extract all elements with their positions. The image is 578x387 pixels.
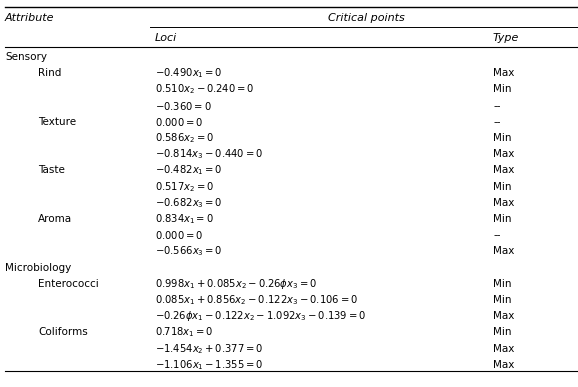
Text: Critical points: Critical points	[328, 13, 405, 23]
Text: Type: Type	[493, 33, 520, 43]
Text: $0.085x_1 + 0.856x_2 - 0.122x_3 - 0.106 = 0$: $0.085x_1 + 0.856x_2 - 0.122x_3 - 0.106 …	[155, 293, 358, 307]
Text: Coliforms: Coliforms	[38, 327, 88, 337]
Text: $0.000 = 0$: $0.000 = 0$	[155, 116, 203, 128]
Text: --: --	[493, 101, 501, 111]
Text: Max: Max	[493, 344, 514, 354]
Text: Min: Min	[493, 182, 512, 192]
Text: Min: Min	[493, 327, 512, 337]
Text: Min: Min	[493, 214, 512, 224]
Text: $0.718x_1 = 0$: $0.718x_1 = 0$	[155, 325, 213, 339]
Text: Max: Max	[493, 166, 514, 175]
Text: Min: Min	[493, 295, 512, 305]
Text: --: --	[493, 117, 501, 127]
Text: $-1.454x_2 + 0.377 = 0$: $-1.454x_2 + 0.377 = 0$	[155, 342, 264, 356]
Text: Microbiology: Microbiology	[5, 263, 71, 273]
Text: Loci: Loci	[155, 33, 177, 43]
Text: Max: Max	[493, 311, 514, 321]
Text: $-0.814x_3 - 0.440 = 0$: $-0.814x_3 - 0.440 = 0$	[155, 147, 263, 161]
Text: $-1.106x_1 - 1.355 = 0$: $-1.106x_1 - 1.355 = 0$	[155, 358, 264, 372]
Text: Max: Max	[493, 68, 514, 78]
Text: Enterococci: Enterococci	[38, 279, 99, 289]
Text: --: --	[493, 230, 501, 240]
Text: Texture: Texture	[38, 117, 76, 127]
Text: Rind: Rind	[38, 68, 61, 78]
Text: Aroma: Aroma	[38, 214, 72, 224]
Text: Taste: Taste	[38, 166, 65, 175]
Text: $0.510x_2 - 0.240 = 0$: $0.510x_2 - 0.240 = 0$	[155, 82, 254, 96]
Text: $0.517x_2 = 0$: $0.517x_2 = 0$	[155, 180, 214, 194]
Text: Min: Min	[493, 279, 512, 289]
Text: $-0.682x_3 = 0$: $-0.682x_3 = 0$	[155, 196, 223, 210]
Text: $0.834x_1 = 0$: $0.834x_1 = 0$	[155, 212, 214, 226]
Text: $0.000 = 0$: $0.000 = 0$	[155, 229, 203, 241]
Text: $-0.482x_1 = 0$: $-0.482x_1 = 0$	[155, 164, 223, 177]
Text: Min: Min	[493, 84, 512, 94]
Text: Attribute: Attribute	[5, 13, 54, 23]
Text: $-0.26\phi x_1 - 0.122x_2 - 1.092x_3 - 0.139 = 0$: $-0.26\phi x_1 - 0.122x_2 - 1.092x_3 - 0…	[155, 309, 366, 323]
Text: $0.998x_1 + 0.085x_2 - 0.26\phi x_3 = 0$: $0.998x_1 + 0.085x_2 - 0.26\phi x_3 = 0$	[155, 277, 317, 291]
Text: Max: Max	[493, 149, 514, 159]
Text: Sensory: Sensory	[5, 52, 47, 62]
Text: Max: Max	[493, 247, 514, 257]
Text: $-0.566x_3 = 0$: $-0.566x_3 = 0$	[155, 245, 223, 259]
Text: Max: Max	[493, 198, 514, 208]
Text: $-0.360 = 0$: $-0.360 = 0$	[155, 100, 212, 112]
Text: Min: Min	[493, 133, 512, 143]
Text: $0.586x_2 = 0$: $0.586x_2 = 0$	[155, 131, 214, 145]
Text: $-0.490x_1 = 0$: $-0.490x_1 = 0$	[155, 67, 223, 80]
Text: Max: Max	[493, 360, 514, 370]
